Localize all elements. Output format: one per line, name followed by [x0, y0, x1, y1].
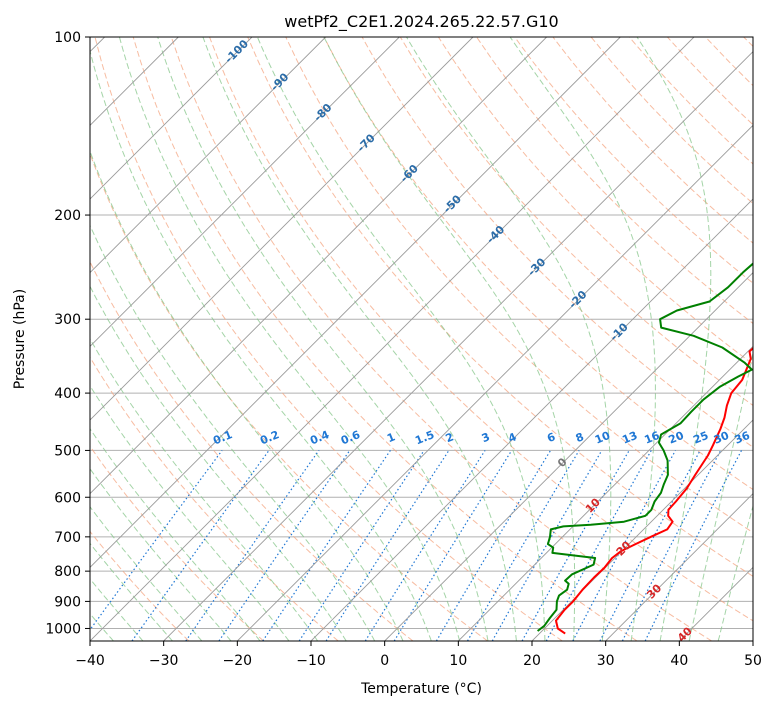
y-tick-label: 400 — [54, 386, 81, 402]
y-tick-label: 800 — [54, 564, 81, 580]
x-tick-label: 50 — [744, 653, 762, 669]
y-tick-label: 100 — [54, 30, 81, 46]
x-tick-label: 20 — [523, 653, 541, 669]
y-axis-title: Pressure (hPa) — [12, 289, 28, 389]
y-tick-label: 600 — [54, 490, 81, 506]
y-tick-label: 500 — [54, 443, 81, 459]
y-tick-label: 300 — [54, 312, 81, 328]
x-tick-label: 30 — [597, 653, 615, 669]
x-tick-label: 10 — [449, 653, 467, 669]
x-axis-title: Temperature (°C) — [360, 681, 482, 697]
x-tick-label: 0 — [380, 653, 389, 669]
x-tick-label: −40 — [75, 653, 105, 669]
y-tick-label: 1000 — [45, 621, 81, 637]
x-tick-label: 40 — [670, 653, 688, 669]
y-tick-label: 200 — [54, 208, 81, 224]
y-tick-label: 900 — [54, 594, 81, 610]
x-tick-label: −10 — [296, 653, 326, 669]
x-tick-label: −20 — [223, 653, 253, 669]
chart-title: wetPf2_C2E1.2024.265.22.57.G10 — [284, 12, 558, 32]
x-tick-label: −30 — [149, 653, 179, 669]
y-tick-label: 700 — [54, 530, 81, 546]
